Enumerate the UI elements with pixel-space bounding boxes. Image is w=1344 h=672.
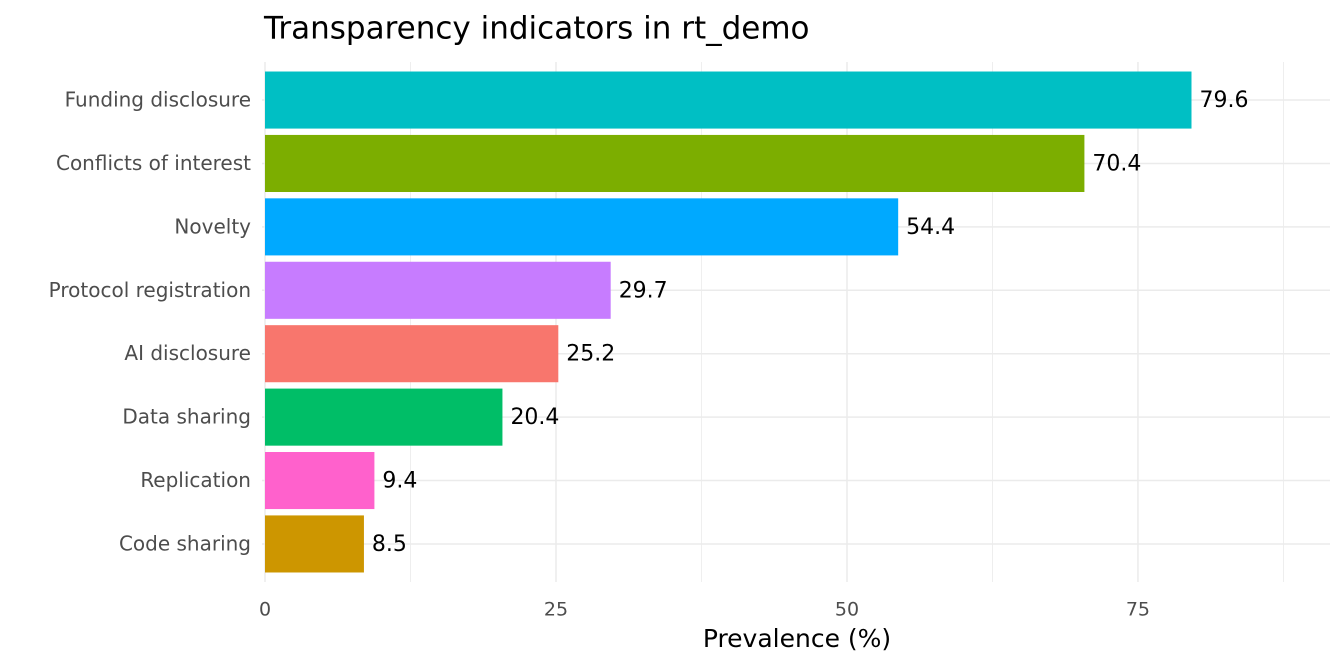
value-label: 54.4 (906, 215, 955, 240)
bar (265, 388, 503, 446)
y-tick-label: Data sharing (122, 405, 251, 429)
bar (265, 325, 559, 383)
y-tick-label: Code sharing (119, 531, 251, 555)
x-tick-label: 75 (1126, 599, 1150, 621)
bar (265, 71, 1192, 129)
y-tick-label: Conflicts of interest (56, 151, 251, 175)
x-tick-label: 0 (259, 599, 271, 621)
bar (265, 134, 1085, 192)
value-label: 9.4 (382, 469, 417, 494)
y-tick-label: Novelty (174, 214, 251, 238)
x-axis-label: Prevalence (%) (703, 624, 891, 653)
value-label: 20.4 (510, 405, 559, 430)
value-label: 70.4 (1092, 151, 1141, 176)
y-tick-label: Protocol registration (49, 278, 251, 302)
value-label: 25.2 (566, 342, 615, 367)
value-label: 8.5 (372, 532, 407, 557)
bar (265, 261, 611, 319)
y-tick-label: Funding disclosure (65, 88, 251, 112)
bar (265, 452, 375, 510)
bar (265, 198, 899, 256)
value-label: 79.6 (1199, 88, 1248, 113)
x-tick-label: 25 (544, 599, 568, 621)
x-tick-label: 50 (835, 599, 859, 621)
chart-title: Transparency indicators in rt_demo (263, 11, 810, 47)
bar (265, 515, 364, 573)
y-tick-label: Replication (140, 468, 251, 492)
y-tick-label: AI disclosure (124, 341, 251, 365)
value-label: 29.7 (619, 278, 668, 303)
